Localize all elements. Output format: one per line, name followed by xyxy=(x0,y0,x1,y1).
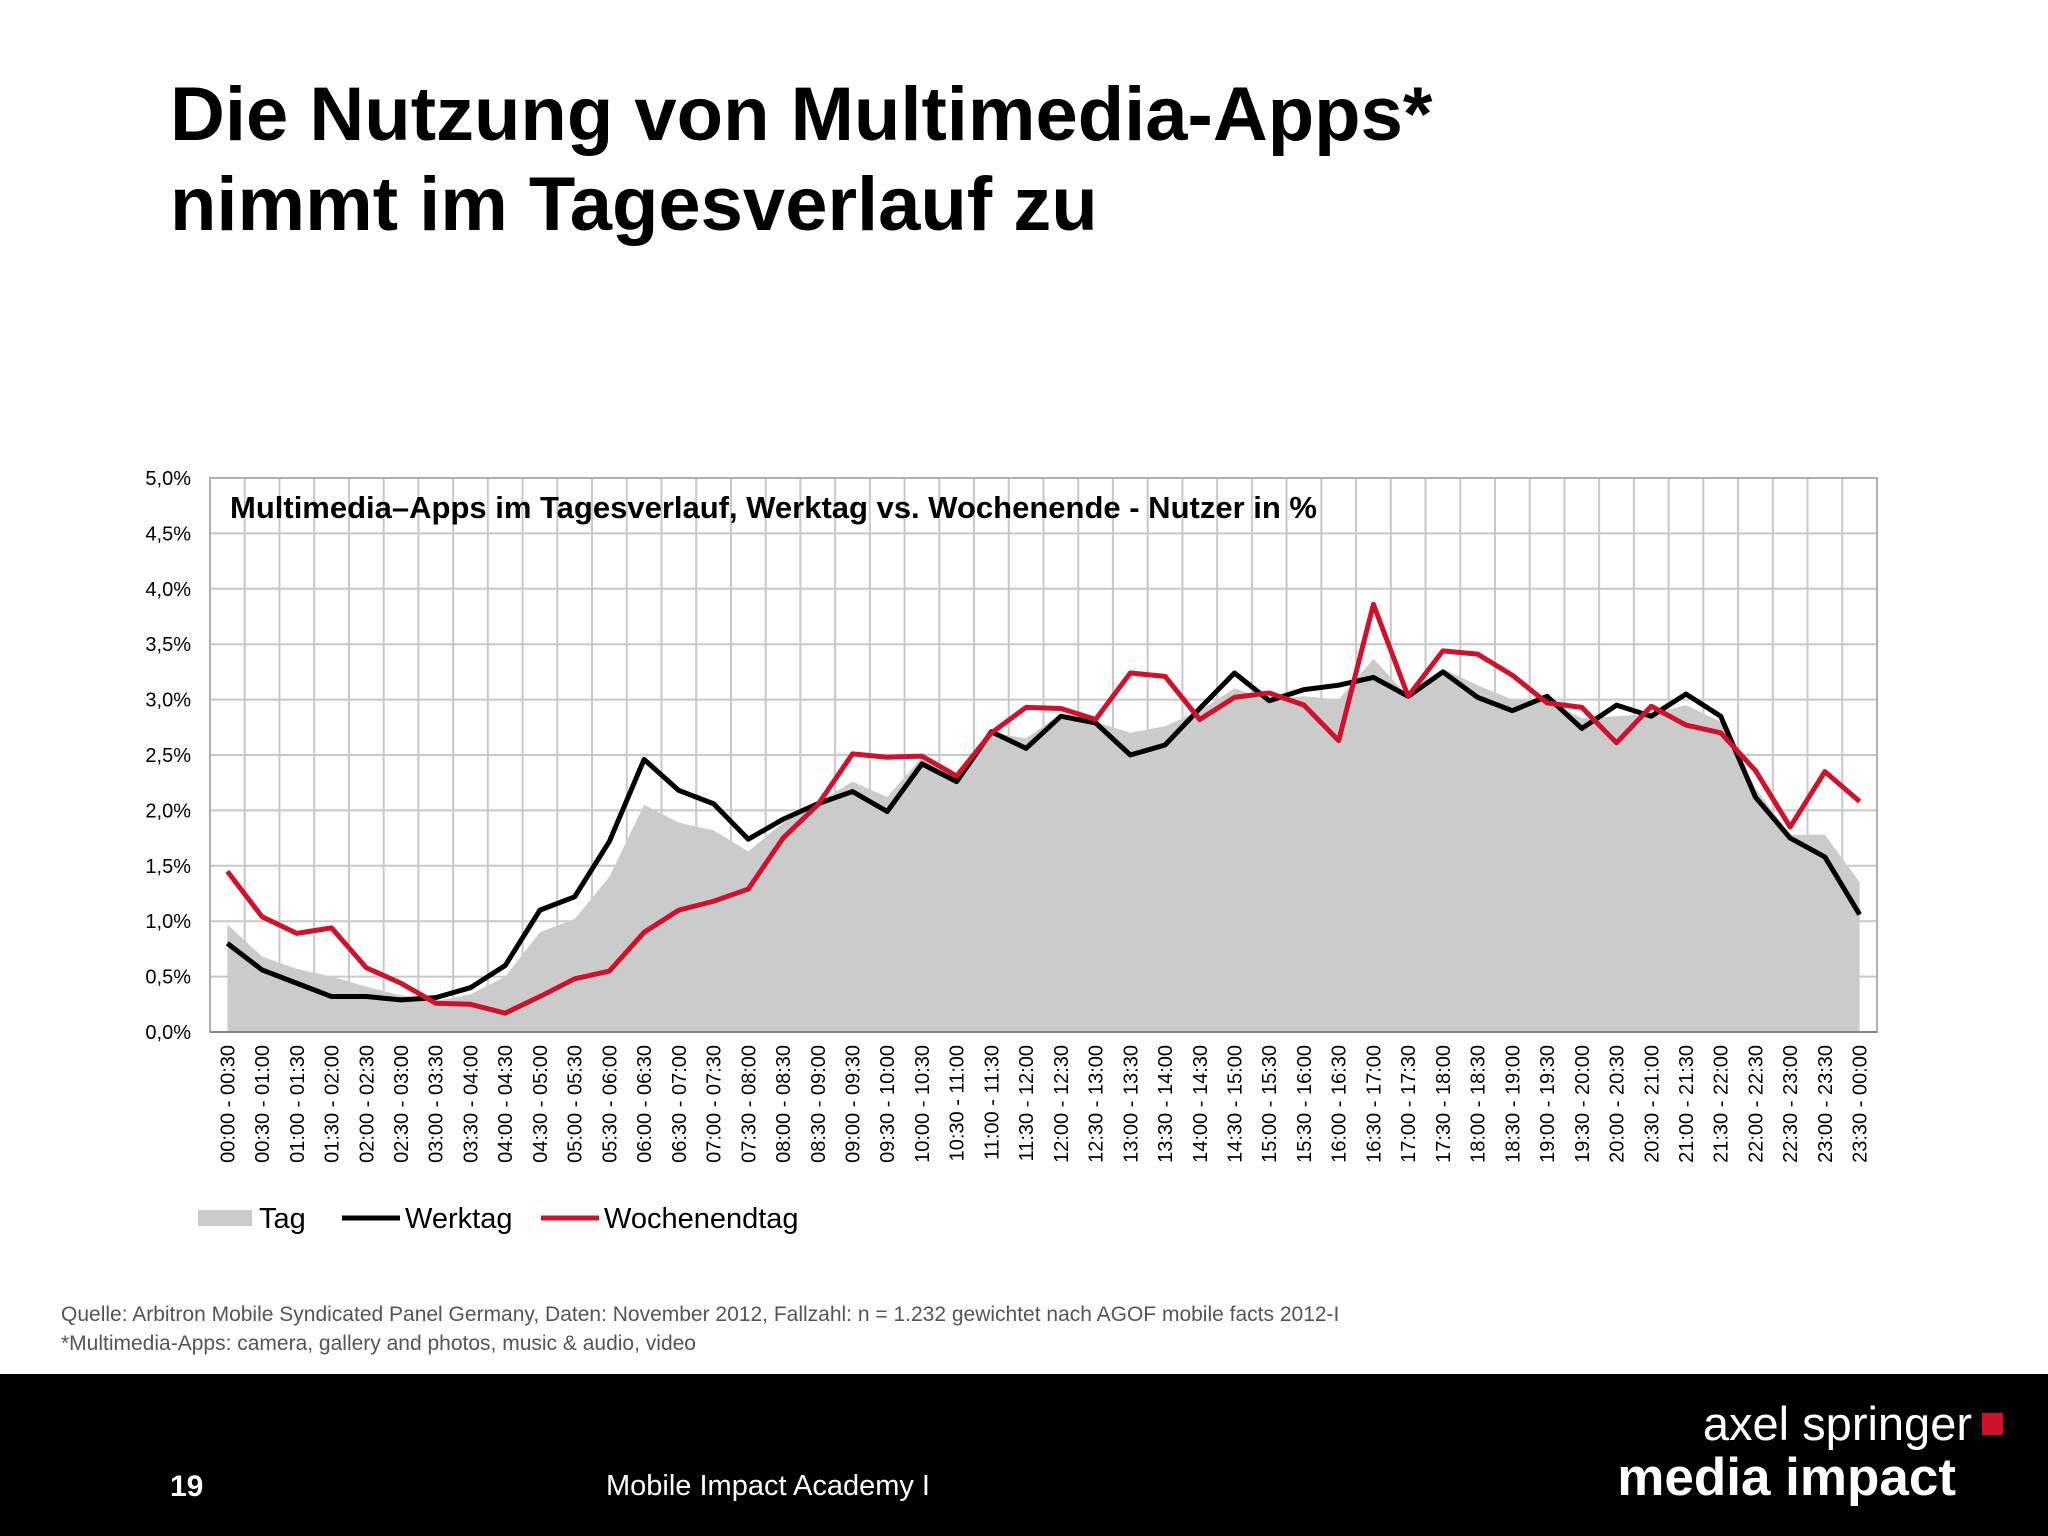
y-tick-label: 4,0% xyxy=(145,579,191,601)
logo-square xyxy=(1982,1413,2003,1435)
y-tick-label: 4,5% xyxy=(145,523,191,545)
x-tick-label: 06:30 - 07:00 xyxy=(669,1045,691,1163)
x-tick-label: 18:30 - 19:00 xyxy=(1502,1045,1524,1163)
x-tick-label: 07:30 - 08:00 xyxy=(738,1045,760,1163)
line xyxy=(225,669,1862,1003)
line xyxy=(225,601,1862,1016)
chart-title: Multimedia–Apps im Tagesverlauf, Werktag… xyxy=(230,490,1317,525)
y-tick-label: 1,5% xyxy=(145,856,191,878)
page-number: 19 xyxy=(170,1470,203,1503)
x-tick-label: 02:30 - 03:00 xyxy=(391,1045,413,1163)
x-tick-label: 21:00 - 21:30 xyxy=(1676,1045,1698,1163)
x-tick-label: 05:00 - 05:30 xyxy=(565,1045,587,1163)
slide-title: nimmt im Tagesverlauf zu xyxy=(170,162,1098,247)
x-tick-label: 07:00 - 07:30 xyxy=(704,1045,726,1163)
y-tick-label: 1,0% xyxy=(145,911,191,933)
x-tick-label: 16:30 - 17:00 xyxy=(1363,1045,1385,1163)
x-tick-label: 15:30 - 16:00 xyxy=(1294,1045,1316,1163)
y-tick-label: 3,5% xyxy=(145,634,191,656)
footer-bar xyxy=(0,1374,2048,1536)
footer-text: Mobile Impact Academy I xyxy=(606,1470,930,1502)
y-tick-label: 3,0% xyxy=(145,690,191,712)
x-tick-label: 01:00 - 01:30 xyxy=(287,1045,309,1163)
x-tick-label: 09:00 - 09:30 xyxy=(842,1045,864,1163)
x-tick-label: 22:30 - 23:00 xyxy=(1780,1045,1802,1163)
x-tick-label: 04:00 - 04:30 xyxy=(495,1045,517,1163)
x-tick-label: 19:00 - 19:30 xyxy=(1537,1045,1559,1163)
x-tick-label: 17:30 - 18:00 xyxy=(1433,1045,1455,1163)
x-tick-label: 14:30 - 15:00 xyxy=(1225,1045,1247,1163)
x-tick-label: 20:30 - 21:00 xyxy=(1641,1045,1663,1163)
x-tick-label: 11:30 - 12:00 xyxy=(1016,1045,1038,1161)
x-tick-label: 23:30 - 00:00 xyxy=(1850,1045,1872,1163)
x-tick-label: 23:00 - 23:30 xyxy=(1815,1045,1837,1163)
legend-swatch xyxy=(198,1210,252,1226)
x-tick-label: 03:00 - 03:30 xyxy=(426,1045,448,1163)
x-tick-label: 08:00 - 08:30 xyxy=(773,1045,795,1163)
x-tick-label: 22:00 - 22:30 xyxy=(1745,1045,1767,1163)
x-tick-label: 02:00 - 02:30 xyxy=(356,1045,378,1163)
x-tick-label: 12:30 - 13:00 xyxy=(1086,1045,1108,1163)
y-tick-label: 0,5% xyxy=(145,967,191,989)
x-tick-label: 19:30 - 20:00 xyxy=(1572,1045,1594,1163)
x-tick-label: 04:30 - 05:00 xyxy=(530,1045,552,1163)
logo-text: axel springer xyxy=(1703,1397,1972,1450)
y-tick-label: 0,0% xyxy=(145,1022,191,1044)
x-tick-label: 11:00 - 11:30 xyxy=(981,1045,1003,1160)
y-tick-label: 2,0% xyxy=(145,800,191,822)
x-tick-label: 03:30 - 04:00 xyxy=(460,1045,482,1163)
legend-label: Tag xyxy=(259,1203,306,1235)
x-tick-label: 15:00 - 15:30 xyxy=(1259,1045,1281,1163)
footnote: *Multimedia-Apps: camera, gallery and ph… xyxy=(61,1332,696,1355)
y-tick-label: 2,5% xyxy=(145,745,191,767)
x-tick-label: 06:00 - 06:30 xyxy=(634,1045,656,1163)
x-tick-label: 08:30 - 09:00 xyxy=(808,1045,830,1163)
x-tick-label: 01:30 - 02:00 xyxy=(322,1045,344,1163)
x-tick-label: 14:00 - 14:30 xyxy=(1190,1045,1212,1163)
x-tick-label: 00:30 - 01:00 xyxy=(252,1045,274,1163)
x-tick-label: 00:00 - 00:30 xyxy=(217,1045,239,1163)
x-tick-label: 09:30 - 10:00 xyxy=(877,1045,899,1163)
x-tick-label: 13:30 - 14:00 xyxy=(1155,1045,1177,1163)
y-tick-label: 5,0% xyxy=(145,468,191,490)
x-tick-label: 12:00 - 12:30 xyxy=(1051,1045,1073,1163)
x-tick-label: 21:30 - 22:00 xyxy=(1711,1045,1733,1163)
x-tick-label: 10:30 - 11:00 xyxy=(947,1045,969,1161)
x-tick-label: 10:00 - 10:30 xyxy=(912,1045,934,1163)
legend-label: Wochenendtag xyxy=(604,1203,799,1235)
x-tick-label: 17:00 - 17:30 xyxy=(1398,1045,1420,1163)
chart: 0,0% 0,5% 1,0% 1,5% 2,0% 2,5% 3,0% 3,5% 4,0% 4,5%… xyxy=(145,468,1878,1235)
legend-label: Werktag xyxy=(405,1203,512,1235)
logo-text: media impact xyxy=(1617,1448,1956,1507)
x-tick-label: 18:00 - 18:30 xyxy=(1468,1045,1490,1163)
x-tick-label: 20:00 - 20:30 xyxy=(1607,1045,1629,1163)
x-tick-label: 16:00 - 16:30 xyxy=(1329,1045,1351,1163)
source-note: Quelle: Arbitron Mobile Syndicated Panel… xyxy=(61,1303,1339,1326)
x-tick-label: 05:30 - 06:00 xyxy=(599,1045,621,1163)
x-tick-label: 13:00 - 13:30 xyxy=(1120,1045,1142,1163)
slide-title: Die Nutzung von Multimedia-Apps* xyxy=(170,72,1433,157)
